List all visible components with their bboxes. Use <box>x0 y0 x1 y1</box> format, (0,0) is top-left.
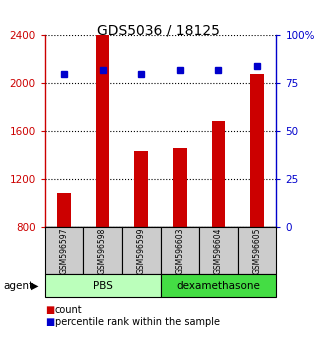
Bar <box>199 227 238 274</box>
Bar <box>134 151 148 227</box>
Text: GSM596599: GSM596599 <box>137 227 146 274</box>
Bar <box>238 227 276 274</box>
Bar <box>122 227 161 274</box>
Bar <box>161 227 199 274</box>
Text: ■: ■ <box>45 317 54 327</box>
Text: dexamethasone: dexamethasone <box>176 281 260 291</box>
Bar <box>250 74 264 227</box>
Bar <box>173 148 187 227</box>
Bar <box>45 274 161 297</box>
Text: GSM596603: GSM596603 <box>175 227 184 274</box>
Text: ▶: ▶ <box>31 281 39 291</box>
Text: percentile rank within the sample: percentile rank within the sample <box>55 317 219 327</box>
Bar <box>45 227 83 274</box>
Bar <box>96 35 109 227</box>
Text: GSM596598: GSM596598 <box>98 227 107 274</box>
Text: count: count <box>55 305 82 315</box>
Text: ■: ■ <box>45 305 54 315</box>
Bar <box>83 227 122 274</box>
Bar <box>212 121 225 227</box>
Text: PBS: PBS <box>93 281 113 291</box>
Text: GSM596597: GSM596597 <box>60 227 69 274</box>
Text: agent: agent <box>3 281 33 291</box>
Text: GSM596604: GSM596604 <box>214 227 223 274</box>
Bar <box>57 193 71 227</box>
Text: GSM596605: GSM596605 <box>253 227 261 274</box>
Bar <box>161 274 276 297</box>
Text: GDS5036 / 18125: GDS5036 / 18125 <box>97 23 220 37</box>
